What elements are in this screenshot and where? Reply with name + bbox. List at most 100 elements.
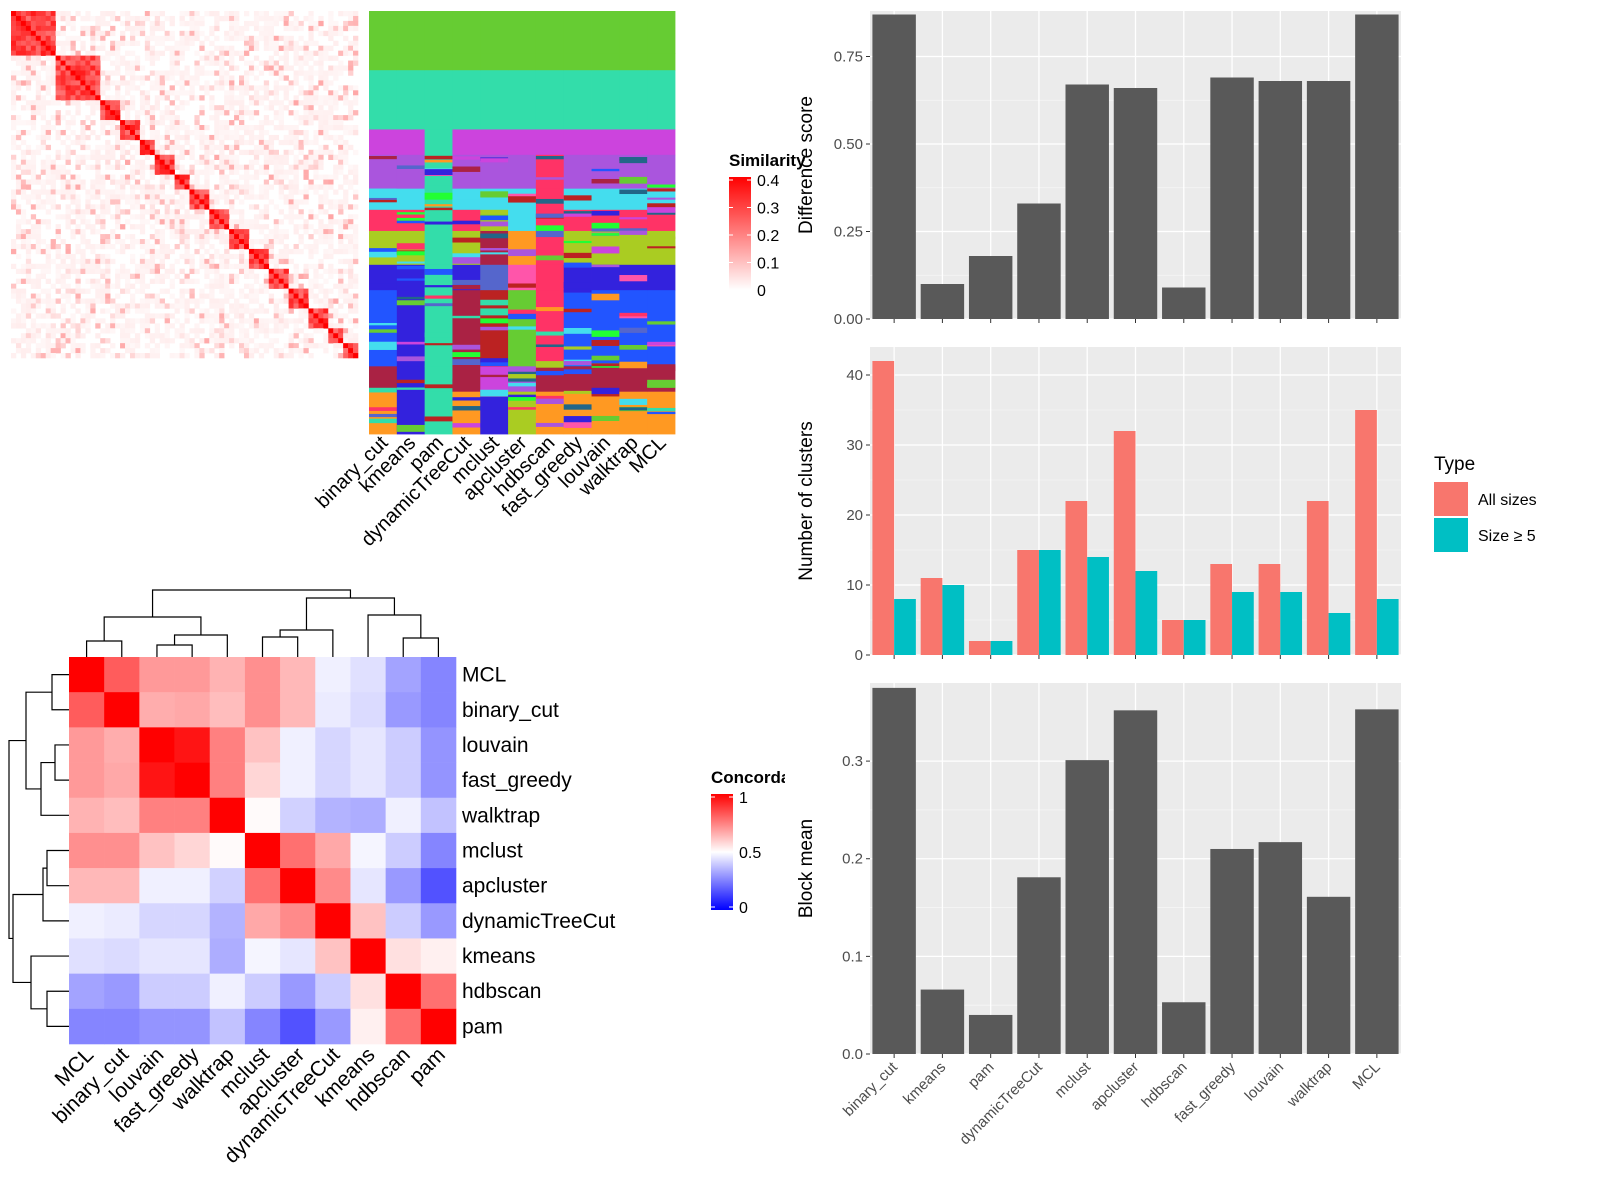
similarity-cell: [154, 194, 161, 200]
similarity-cell: [30, 50, 37, 56]
similarity-cell: [199, 189, 205, 195]
similarity-cell: [323, 229, 329, 235]
similarity-cell: [293, 199, 299, 205]
similarity-cell: [100, 243, 106, 250]
similarity-cell: [288, 308, 294, 314]
similarity-cell: [338, 11, 344, 17]
membership-stripe: [452, 315, 481, 319]
similarity-cell: [258, 149, 265, 156]
membership-stripe: [480, 215, 509, 221]
similarity-cell: [248, 125, 255, 131]
similarity-cell: [234, 169, 240, 175]
similarity-cell: [154, 348, 161, 354]
similarity-cell: [273, 134, 279, 141]
similarity-cell: [65, 268, 71, 275]
similarity-cell: [353, 174, 359, 180]
similarity-cell: [224, 179, 230, 185]
similarity-cell: [278, 164, 284, 170]
similarity-cell: [149, 50, 156, 56]
similarity-cell: [75, 95, 81, 101]
similarity-cell: [328, 263, 334, 270]
similarity-cell: [90, 353, 96, 359]
similarity-cell: [219, 174, 225, 180]
similarity-cell: [154, 50, 161, 56]
similarity-cell: [328, 125, 334, 131]
similarity-cell: [90, 154, 96, 161]
similarity-cell: [30, 164, 37, 170]
similarity-cell: [353, 229, 359, 235]
similarity-cell: [70, 219, 76, 225]
similarity-cell: [308, 70, 314, 76]
similarity-cell: [45, 194, 51, 200]
membership-stripe: [647, 411, 676, 415]
concordance-cell: [420, 692, 457, 728]
similarity-cell: [60, 174, 66, 180]
similarity-cell: [318, 70, 324, 76]
similarity-cell: [328, 288, 334, 294]
similarity-cell: [219, 234, 225, 240]
similarity-cell: [184, 253, 190, 260]
similarity-cell: [219, 110, 225, 116]
similarity-cell: [95, 283, 101, 289]
similarity-cell: [338, 125, 344, 131]
concordance-cell: [244, 692, 281, 728]
similarity-cell: [209, 318, 215, 324]
similarity-cell: [30, 45, 37, 51]
similarity-cell: [129, 154, 136, 161]
similarity-cell: [214, 85, 220, 91]
similarity-cell: [35, 15, 42, 22]
similarity-cell: [268, 70, 275, 76]
similarity-cell: [333, 338, 339, 344]
similarity-cell: [298, 149, 304, 156]
similarity-cell: [298, 338, 304, 344]
similarity-cell: [313, 184, 319, 190]
concordance-cell: [69, 903, 105, 939]
similarity-cell: [224, 288, 230, 294]
similarity-cell: [125, 50, 131, 56]
similarity-cell: [139, 20, 146, 27]
similarity-cell: [313, 25, 319, 32]
similarity-cell: [248, 189, 255, 195]
x-tick-label: walktrap: [1283, 1059, 1335, 1111]
similarity-cell: [253, 20, 260, 27]
similarity-cell: [348, 268, 354, 275]
similarity-cell: [194, 328, 200, 334]
similarity-cell: [75, 308, 81, 314]
similarity-cell: [154, 144, 161, 151]
similarity-cell: [105, 129, 111, 136]
membership-stripe: [563, 262, 592, 268]
similarity-cell: [174, 214, 180, 220]
similarity-cell: [25, 164, 32, 170]
similarity-cell: [40, 134, 46, 141]
similarity-cell: [80, 323, 86, 329]
similarity-cell: [75, 139, 81, 146]
similarity-cell: [258, 189, 265, 195]
similarity-cell: [120, 303, 126, 309]
similarity-cell: [224, 80, 230, 86]
similarity-cell: [229, 85, 235, 91]
similarity-cell: [55, 80, 61, 86]
similarity-cell: [348, 50, 354, 56]
similarity-cell: [199, 134, 205, 141]
similarity-cell: [30, 234, 37, 240]
similarity-cell: [253, 323, 260, 329]
similarity-cell: [318, 115, 324, 121]
similarity-cell: [15, 95, 22, 101]
similarity-cell: [204, 229, 210, 235]
similarity-cell: [154, 139, 161, 146]
similarity-cell: [20, 40, 27, 46]
similarity-cell: [243, 139, 250, 146]
similarity-cell: [229, 234, 235, 240]
similarity-cell: [273, 204, 279, 210]
similarity-cell: [224, 70, 230, 76]
similarity-cell: [139, 144, 146, 151]
similarity-cell: [11, 174, 17, 180]
similarity-cell: [120, 144, 126, 151]
similarity-cell: [353, 323, 359, 329]
bar-size-ge-5: [1087, 557, 1109, 655]
similarity-cell: [129, 194, 136, 200]
similarity-cell: [149, 105, 156, 111]
similarity-cell: [100, 174, 106, 180]
similarity-cell: [65, 154, 71, 161]
similarity-cell: [199, 199, 205, 205]
